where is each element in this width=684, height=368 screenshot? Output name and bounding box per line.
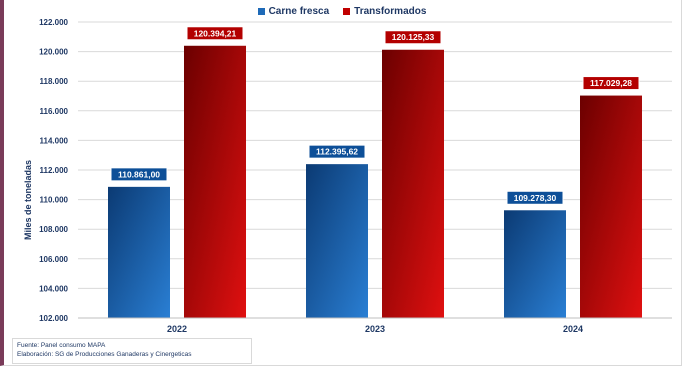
legend-swatch-transformados bbox=[343, 8, 351, 15]
y-tick-label: 120.000 bbox=[39, 48, 68, 57]
y-tick-label: 118.000 bbox=[40, 77, 69, 86]
legend-item-transformados: Transformados bbox=[343, 6, 426, 17]
data-label-box bbox=[186, 26, 244, 41]
data-label-box bbox=[506, 190, 564, 205]
legend: Carne fresca Transformados bbox=[0, 6, 684, 17]
y-tick-label: 104.000 bbox=[39, 284, 68, 293]
bar-carne-fresca bbox=[306, 164, 368, 318]
legend-label-carne-fresca: Carne fresca bbox=[268, 6, 330, 17]
bar-carne-fresca bbox=[504, 210, 566, 318]
data-label-box bbox=[110, 167, 168, 182]
data-label-box bbox=[582, 76, 640, 91]
legend-item-carne-fresca: Carne fresca bbox=[257, 6, 330, 17]
bar-carne-fresca bbox=[108, 186, 170, 318]
data-label: 110.861,00 bbox=[118, 169, 160, 179]
y-tick-label: 110.000 bbox=[40, 196, 69, 205]
y-tick-label: 106.000 bbox=[39, 255, 68, 264]
source-note: Fuente: Panel consumo MAPA Elaboración: … bbox=[12, 338, 252, 364]
bar-transformados bbox=[580, 95, 642, 319]
legend-label-transformados: Transformados bbox=[354, 6, 427, 17]
x-tick-label: 2022 bbox=[167, 324, 187, 334]
credits-line: Elaboración: SG de Producciones Ganadera… bbox=[17, 351, 192, 358]
y-tick-label: 102.000 bbox=[39, 314, 68, 323]
bar-transformados bbox=[184, 45, 246, 319]
y-tick-label: 112.000 bbox=[40, 166, 69, 175]
data-label-box bbox=[384, 30, 442, 45]
legend-swatch-carne-fresca bbox=[257, 8, 265, 15]
source-line: Fuente: Panel consumo MAPA bbox=[17, 342, 106, 349]
y-tick-label: 114.000 bbox=[40, 136, 69, 145]
data-label: 117.029,28 bbox=[590, 78, 632, 88]
bar-transformados bbox=[382, 49, 444, 318]
y-tick-label: 122.000 bbox=[39, 18, 68, 27]
data-label: 120.125,33 bbox=[392, 32, 435, 42]
x-tick-label: 2023 bbox=[365, 324, 385, 334]
data-label-box bbox=[308, 144, 366, 159]
y-tick-label: 116.000 bbox=[40, 107, 69, 116]
data-label: 112.395,62 bbox=[316, 147, 358, 157]
data-label: 120.394,21 bbox=[194, 28, 237, 38]
data-label: 109.278,30 bbox=[514, 193, 557, 203]
x-tick-label: 2024 bbox=[563, 324, 583, 334]
y-tick-label: 108.000 bbox=[39, 225, 68, 234]
